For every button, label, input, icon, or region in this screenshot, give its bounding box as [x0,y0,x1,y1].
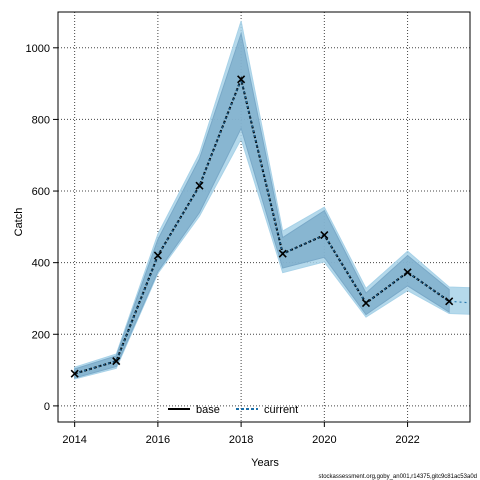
y-axis-title: Catch [13,208,25,237]
data-point-marker [361,299,371,308]
legend-current-label: current [264,404,298,416]
x-tick-label: 2022 [395,434,419,446]
data-point-marker [112,357,121,366]
marker-stroke [403,268,412,277]
data-point-marker [195,181,204,190]
axes: 2014 2016 2018 2020 2022 0 200 400 600 800 1000 [26,43,420,446]
legend: base current [168,404,298,416]
data-point-marker [403,268,412,277]
y-tick-label: 1000 [26,43,50,55]
x-tick-label: 2016 [146,434,170,446]
confidence-band-base [74,31,450,379]
data-point-marker [70,369,79,378]
y-tick-label: 800 [32,114,50,126]
marker-stroke [70,369,79,378]
marker-stroke [195,181,204,190]
data-markers [70,75,454,378]
plot-frame [57,11,471,423]
x-tick-label: 2014 [62,434,86,446]
y-tick-label: 600 [32,186,50,198]
confidence-bands [74,20,471,380]
data-point-marker [320,231,329,240]
marker-stroke [361,299,371,308]
data-point-marker [237,75,246,84]
marker-stroke [112,357,121,366]
y-tick-label: 400 [32,258,50,270]
legend-base-label: base [196,404,220,416]
x-axis-title: Years [251,457,279,469]
y-tick-label: 200 [32,329,50,341]
data-point-marker [278,249,287,258]
marker-stroke [153,251,162,260]
marker-stroke [278,249,287,258]
marker-stroke [320,231,329,240]
x-tick-label: 2020 [312,434,336,446]
y-tick-label: 0 [44,401,50,413]
data-point-marker [445,297,454,306]
marker-stroke [445,297,454,306]
x-tick-label: 2018 [229,434,253,446]
marker-stroke [237,75,246,84]
data-point-marker [153,251,162,260]
footer-source-text: stockassessment.org,goby_an001,r14375,gi… [319,474,477,480]
